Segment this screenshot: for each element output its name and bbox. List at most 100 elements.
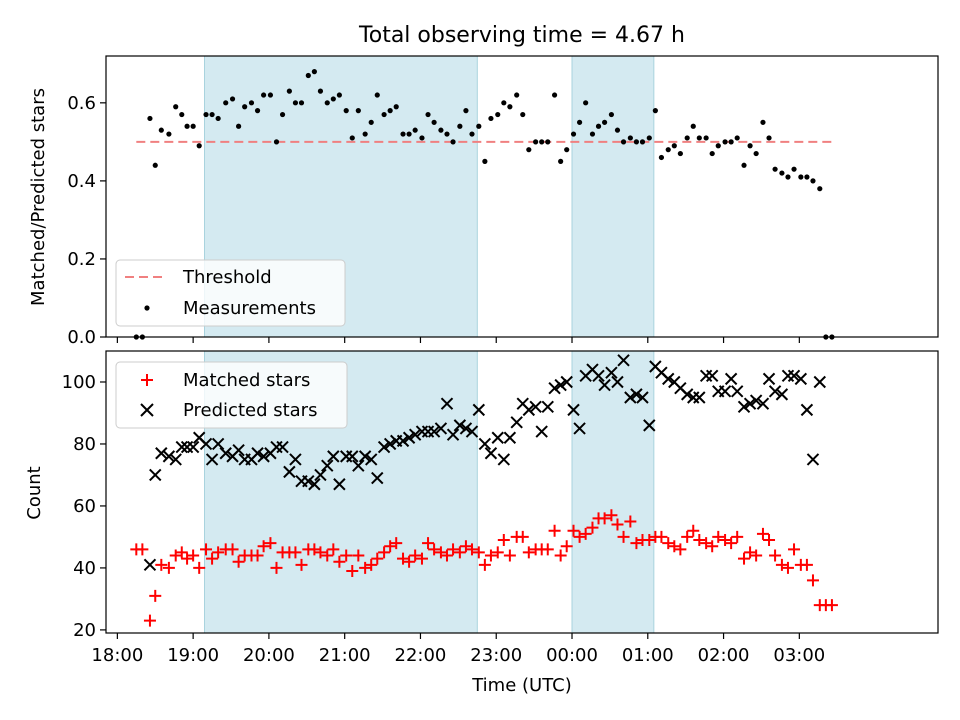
matched-star-point (155, 558, 168, 571)
predicted-star-point (453, 419, 467, 432)
measurement-point (184, 123, 190, 129)
measurement-point (343, 108, 349, 114)
matched-star-point (611, 518, 624, 531)
x-tick-label: 21:00 (319, 645, 371, 666)
predicted-star-point (327, 450, 340, 463)
bottom-x-axis: 18:00 19:00 20:00 21:00 22:00 23:00 00:00 01:00… (91, 633, 825, 666)
x-tick-label: 23:00 (470, 645, 522, 666)
measurement-point (514, 92, 520, 98)
predicted-star-point (554, 378, 567, 392)
matched-star-point (465, 543, 478, 556)
matched-star-point (359, 561, 372, 574)
measurement-point (173, 104, 179, 110)
measurement-point (254, 108, 261, 114)
measurement-point (734, 135, 740, 141)
matched-star-point (788, 543, 801, 556)
predicted-star-point (806, 453, 820, 466)
measurement-point (393, 104, 399, 110)
measurement-point (817, 186, 823, 192)
measurement-point (696, 135, 702, 141)
measurement-point (722, 139, 728, 145)
predicted-star-point (169, 453, 182, 466)
predicted-star-point (548, 381, 561, 395)
measurement-point (482, 158, 488, 164)
shaded-interval-1 (571, 350, 655, 634)
matched-star-point (226, 543, 239, 556)
matched-star-point (453, 546, 466, 559)
matched-star-point (434, 546, 447, 559)
predicted-star-point (155, 447, 168, 460)
matched-star-point (516, 530, 529, 543)
top-legend: Threshold Measurements (115, 259, 346, 327)
predicted-star-point (232, 443, 245, 457)
matched-star-point (573, 530, 586, 543)
measurement-point (658, 154, 665, 161)
matched-star-point (503, 549, 516, 562)
x-tick-label: 18:00 (91, 645, 143, 666)
measurement-point (476, 123, 482, 129)
measurement-point (520, 111, 526, 118)
matched-star-point (560, 540, 573, 553)
matched-star-point (700, 537, 713, 550)
measurement-point (374, 92, 380, 98)
measurement-point (639, 139, 646, 145)
measurement-point (633, 139, 640, 145)
measurement-point (336, 92, 342, 98)
matched-star-point (662, 537, 675, 550)
predicted-star-point (756, 397, 770, 410)
matched-star-point (674, 543, 687, 556)
predicted-star-point (365, 453, 378, 466)
predicted-star-point (321, 459, 334, 472)
matched-star-point (257, 540, 270, 553)
measurement-point (576, 119, 583, 125)
measurement-point (779, 170, 785, 176)
predicted-star-point (743, 397, 757, 410)
measurement-point (412, 127, 418, 133)
legend-matched-label: Matched stars (183, 370, 310, 391)
bottom-panel: 20 40 60 80 100 18:00 19:00 20:00 21:00 22:00 23:… (24, 350, 939, 696)
y-tick-label: 80 (73, 434, 96, 455)
measurement-point (766, 135, 772, 141)
matched-star-point (321, 549, 334, 562)
matched-star-point (484, 549, 497, 562)
measurement-point (279, 111, 286, 118)
matched-star-point (149, 589, 162, 602)
bottom-plot-frame (105, 350, 939, 634)
measurement-point (652, 108, 658, 114)
predicted-star-point (346, 450, 359, 463)
predicted-star-point (186, 440, 200, 454)
top-y-axis: 0.0 0.2 0.4 0.6 (67, 93, 106, 348)
matched-star-point (643, 534, 656, 547)
top-legend-box (115, 259, 346, 327)
chart-title: Total observing time = 4.67 h (358, 23, 685, 48)
measurement-point (709, 150, 715, 157)
measurement-point (539, 139, 545, 145)
matched-star-point (193, 561, 206, 574)
x-tick-label: 19:00 (167, 645, 219, 666)
measurement-point (387, 108, 393, 114)
measurement-point (495, 111, 501, 118)
predicted-star-point (705, 369, 719, 382)
measurement-point (179, 111, 185, 118)
predicted-star-point (737, 400, 751, 413)
measurement-point (324, 100, 330, 106)
predicted-star-point (427, 425, 441, 438)
matched-star-point (719, 534, 732, 547)
predicted-star-point (775, 388, 789, 401)
predicted-star-point (289, 453, 302, 466)
predicted-star-point (605, 366, 618, 379)
measurement-point (203, 111, 209, 118)
x-tick-label: 01:00 (622, 645, 674, 666)
measurement-point (526, 147, 532, 153)
matched-star-point (371, 552, 384, 565)
measurement-point (772, 166, 778, 172)
predicted-star-point (143, 558, 157, 572)
measurement-point (469, 131, 475, 137)
matched-star-point (206, 552, 219, 565)
legend-measurements-label: Measurements (183, 298, 316, 319)
measurement-point (292, 100, 299, 106)
matched-star-point (314, 546, 327, 559)
predicted-stars-series (143, 354, 826, 572)
measurement-point (368, 119, 374, 125)
